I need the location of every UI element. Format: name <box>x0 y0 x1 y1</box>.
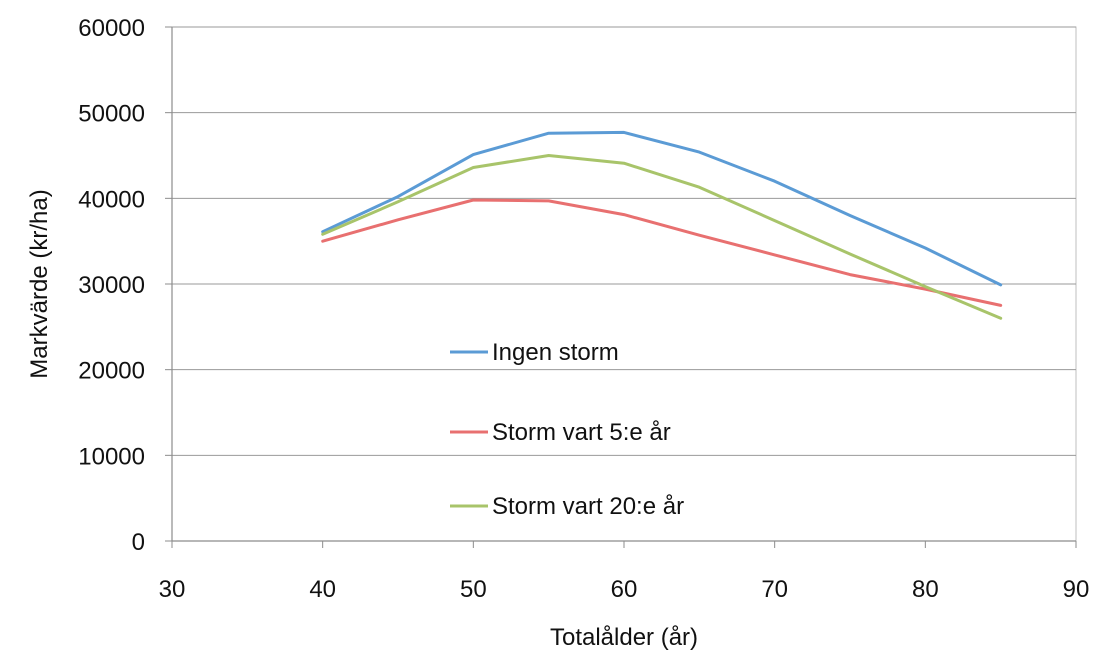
y-tick-label-4: 40000 <box>78 186 145 213</box>
y-tick-label-3: 30000 <box>78 272 145 299</box>
x-tick-label-0: 30 <box>159 576 186 603</box>
x-axis-title: Totalålder (år) <box>550 624 698 651</box>
y-tick-label-6: 60000 <box>78 15 145 42</box>
legend-label-1: Storm vart 5:e år <box>492 419 671 446</box>
y-axis-ticks: 0 10000 20000 30000 40000 50000 60000 <box>78 15 172 556</box>
x-tick-label-3: 60 <box>611 576 638 603</box>
y-tick-label-0: 0 <box>132 529 145 556</box>
series-line-1 <box>321 198 1003 307</box>
y-tick-label-1: 10000 <box>78 443 145 470</box>
y-tick-label-5: 50000 <box>78 101 145 128</box>
series-line-2 <box>321 154 1003 320</box>
y-axis-title: Markvärde (kr/ha) <box>26 189 53 378</box>
series-line-0 <box>321 130 1003 287</box>
x-tick-label-5: 80 <box>912 576 939 603</box>
legend-label-2: Storm vart 20:e år <box>492 493 684 520</box>
x-axis-ticks: 30 40 50 60 70 80 90 <box>159 541 1090 603</box>
x-tick-label-6: 90 <box>1063 576 1090 603</box>
x-tick-label-1: 40 <box>309 576 336 603</box>
y-tick-label-2: 20000 <box>78 358 145 385</box>
gridlines <box>172 26 1076 456</box>
legend: Ingen storm Storm vart 5:e år Storm vart 2… <box>450 339 684 520</box>
legend-label-0: Ingen storm <box>492 339 619 366</box>
x-tick-label-4: 70 <box>761 576 788 603</box>
x-tick-label-2: 50 <box>460 576 487 603</box>
series-lines <box>321 130 1003 320</box>
